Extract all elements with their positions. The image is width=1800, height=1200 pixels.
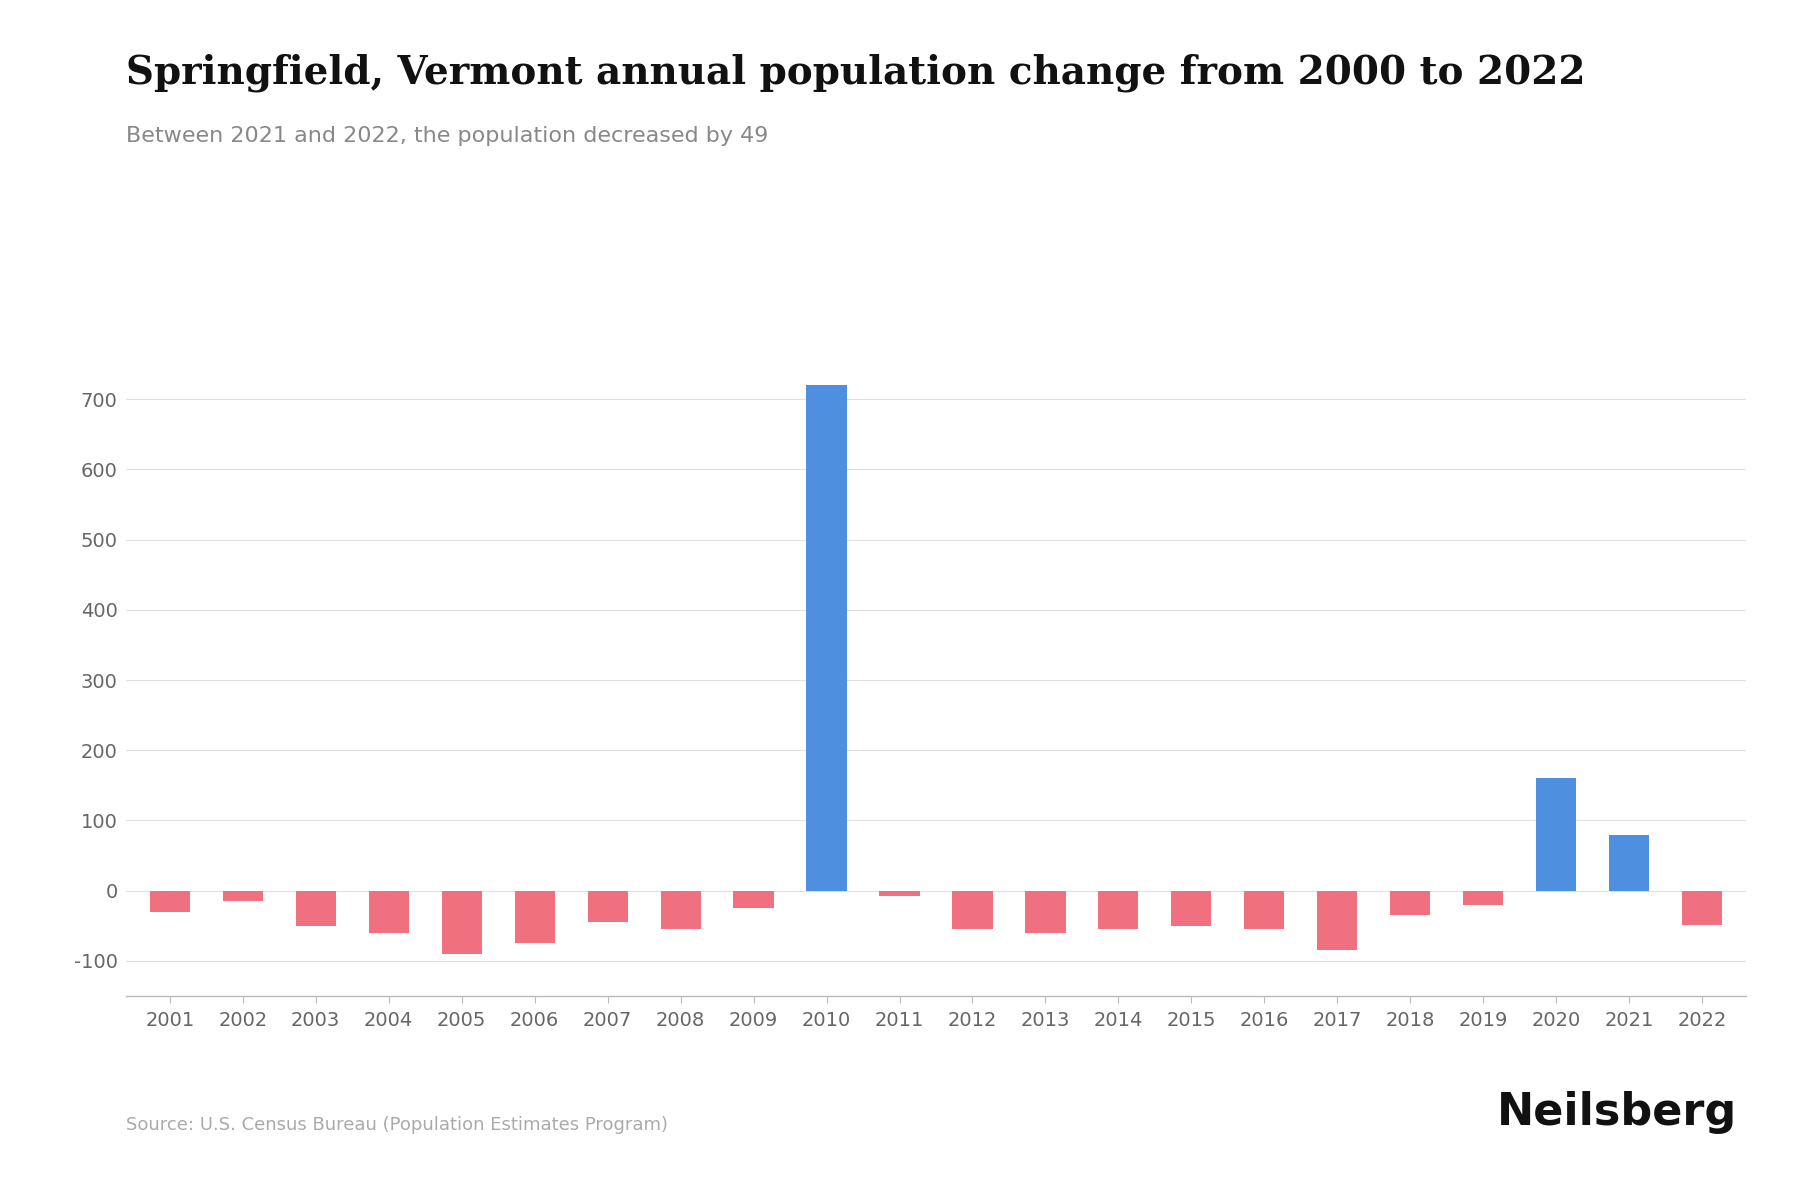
Text: Springfield, Vermont annual population change from 2000 to 2022: Springfield, Vermont annual population c… [126, 54, 1586, 92]
Bar [1683, 890, 1723, 925]
Bar [1098, 890, 1138, 929]
Bar [1390, 890, 1431, 916]
Bar [369, 890, 409, 932]
Bar [1463, 890, 1503, 905]
Bar [515, 890, 554, 943]
Bar [1172, 890, 1211, 925]
Bar [952, 890, 992, 929]
Bar [806, 385, 846, 890]
Bar [149, 890, 189, 912]
Bar [733, 890, 774, 908]
Bar [223, 890, 263, 901]
Bar [587, 890, 628, 923]
Bar [295, 890, 337, 925]
Bar [661, 890, 700, 929]
Bar [1535, 779, 1577, 890]
Bar [880, 890, 920, 896]
Bar [1609, 834, 1649, 890]
Bar [441, 890, 482, 954]
Text: Source: U.S. Census Bureau (Population Estimates Program): Source: U.S. Census Bureau (Population E… [126, 1116, 668, 1134]
Bar [1318, 890, 1357, 950]
Bar [1244, 890, 1285, 929]
Text: Neilsberg: Neilsberg [1498, 1091, 1737, 1134]
Bar [1026, 890, 1066, 932]
Text: Between 2021 and 2022, the population decreased by 49: Between 2021 and 2022, the population de… [126, 126, 769, 146]
